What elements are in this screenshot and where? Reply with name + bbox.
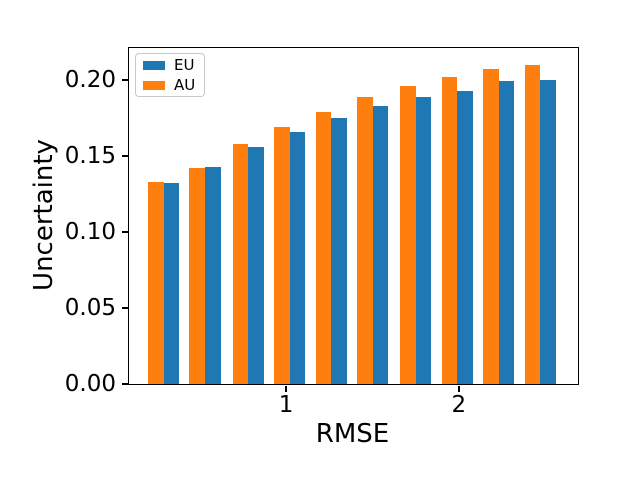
- bar-eu: [457, 90, 473, 384]
- legend-entry-eu: EU: [136, 55, 204, 74]
- bar-au: [148, 181, 164, 384]
- y-tick-mark: [121, 307, 128, 309]
- y-tick-label: 0.15: [64, 142, 116, 169]
- bar-au: [232, 143, 249, 384]
- x-axis-label: RMSE: [315, 419, 390, 449]
- bar-eu: [289, 131, 306, 384]
- y-tick-label: 0.10: [64, 219, 116, 245]
- y-tick-label: 0.00: [64, 371, 116, 397]
- bar-eu: [163, 183, 179, 384]
- bar-eu: [205, 166, 221, 384]
- x-tick-label: 1: [278, 392, 294, 418]
- y-tick-mark: [121, 231, 128, 233]
- bar-eu: [498, 81, 515, 384]
- y-tick-mark: [121, 383, 128, 385]
- y-axis-label: Uncertainty: [29, 139, 59, 291]
- bar-au: [441, 76, 458, 384]
- bar-eu: [372, 105, 388, 384]
- bar-eu: [248, 146, 264, 384]
- bar-au: [357, 96, 373, 384]
- legend-label-eu: EU: [174, 55, 195, 74]
- bar-au: [315, 111, 331, 384]
- bar-au: [189, 168, 205, 384]
- x-tick-mark: [285, 385, 287, 392]
- y-tick-label: 0.20: [64, 66, 116, 93]
- y-tick-mark: [121, 155, 128, 157]
- bar-au: [400, 86, 416, 384]
- x-tick-mark: [458, 385, 460, 392]
- y-tick-label: 0.05: [64, 295, 116, 321]
- bar-eu: [540, 79, 556, 384]
- bar-au: [524, 64, 540, 384]
- legend-swatch-au: [143, 80, 165, 90]
- legend-swatch-eu: [143, 60, 165, 70]
- bar-eu: [331, 117, 347, 384]
- plot-area: EU AU 0.00 0.05 0.10 0.15 0.20 1 2: [65, 47, 579, 418]
- legend-label-au: AU: [174, 75, 196, 94]
- bar-eu: [415, 96, 432, 384]
- x-tick-label: 2: [451, 392, 467, 418]
- bar-au: [274, 127, 290, 384]
- legend: EU AU: [135, 53, 205, 97]
- legend-entry-au: AU: [136, 75, 204, 94]
- y-tick-mark: [121, 79, 128, 81]
- bar-au: [483, 69, 499, 384]
